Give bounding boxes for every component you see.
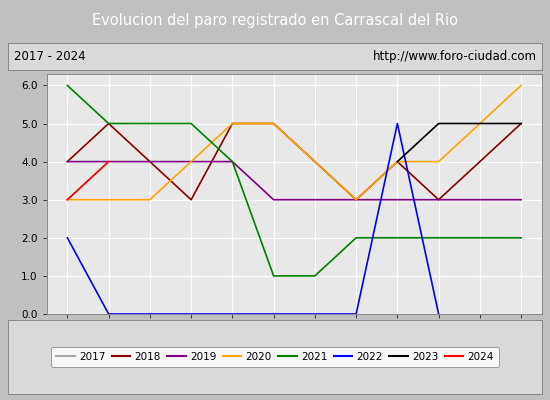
Text: Evolucion del paro registrado en Carrascal del Rio: Evolucion del paro registrado en Carrasc… — [92, 14, 458, 28]
Text: 2017 - 2024: 2017 - 2024 — [14, 50, 85, 63]
Text: http://www.foro-ciudad.com: http://www.foro-ciudad.com — [372, 50, 536, 63]
Legend: 2017, 2018, 2019, 2020, 2021, 2022, 2023, 2024: 2017, 2018, 2019, 2020, 2021, 2022, 2023… — [51, 347, 499, 367]
